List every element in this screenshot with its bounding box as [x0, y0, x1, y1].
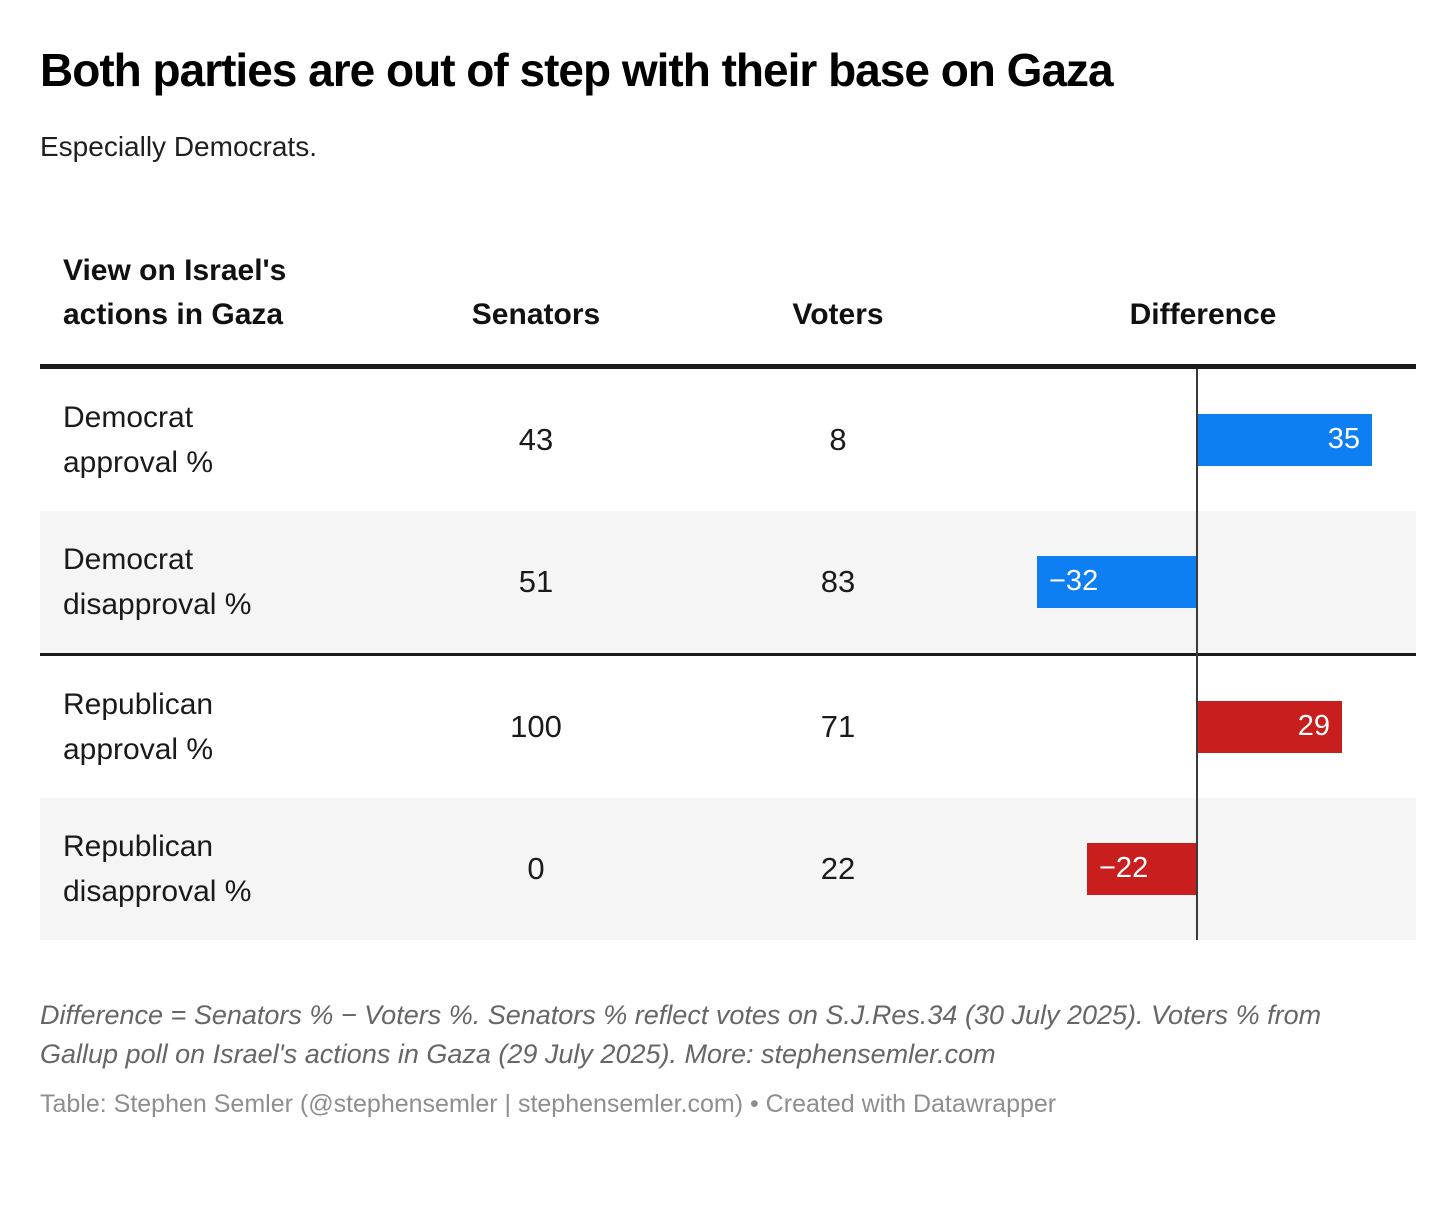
difference-bar: −32 [1037, 555, 1197, 608]
voters-value: 22 [820, 850, 856, 886]
difference-bar: −22 [1087, 842, 1197, 895]
footnote: Difference = Senators % − Voters %. Sena… [40, 999, 1322, 1069]
row-label: Democrat disapproval % [63, 542, 252, 621]
voters-value: 71 [820, 708, 856, 744]
difference-cell: −32 [990, 511, 1416, 653]
voters-value: 83 [820, 563, 856, 599]
row-label: Republican approval % [63, 687, 214, 766]
column-header-view: View on Israel's actions in Gaza [63, 253, 287, 332]
column-header-difference: Difference [1129, 298, 1277, 332]
chart-subtitle: Especially Democrats. [40, 130, 317, 162]
difference-cell: 29 [990, 656, 1416, 798]
senators-value: 51 [518, 563, 554, 599]
credit-line: Table: Stephen Semler (@stephensemler | … [40, 1089, 1057, 1118]
difference-cell: 35 [990, 369, 1416, 511]
senators-value: 0 [527, 850, 545, 886]
row-label: Republican disapproval % [63, 829, 252, 908]
difference-value: −22 [1099, 852, 1149, 885]
table-header: View on Israel's actions in Gaza Senator… [40, 221, 1416, 369]
difference-bar: 29 [1197, 700, 1342, 753]
difference-value: 29 [1297, 710, 1330, 743]
section-divider [40, 652, 1416, 656]
row-label: Democrat approval % [63, 400, 214, 479]
difference-cell: −22 [990, 798, 1416, 940]
difference-value: 35 [1327, 423, 1360, 456]
zero-axis-line [1196, 368, 1198, 940]
table-row: Democrat approval % 43 8 35 [40, 369, 1416, 511]
difference-bar: 35 [1197, 413, 1372, 466]
chart-title: Both parties are out of step with their … [40, 44, 1114, 96]
chart-container: Both parties are out of step with their … [0, 44, 1456, 1119]
column-header-senators: Senators [471, 298, 601, 332]
senators-value: 43 [518, 421, 554, 457]
table-row: Republican disapproval % 0 22 −22 [40, 797, 1416, 940]
table-body: Democrat approval % 43 8 35 Democrat disappr… [40, 368, 1416, 940]
table-row: Democrat disapproval % 51 83 −32 [40, 510, 1416, 653]
voters-value: 8 [829, 421, 847, 457]
table-row: Republican approval % 100 71 29 [40, 656, 1416, 798]
difference-value: −32 [1049, 565, 1099, 598]
senators-value: 100 [510, 708, 562, 744]
data-table: View on Israel's actions in Gaza Senator… [40, 221, 1416, 940]
column-header-voters: Voters [792, 298, 884, 332]
